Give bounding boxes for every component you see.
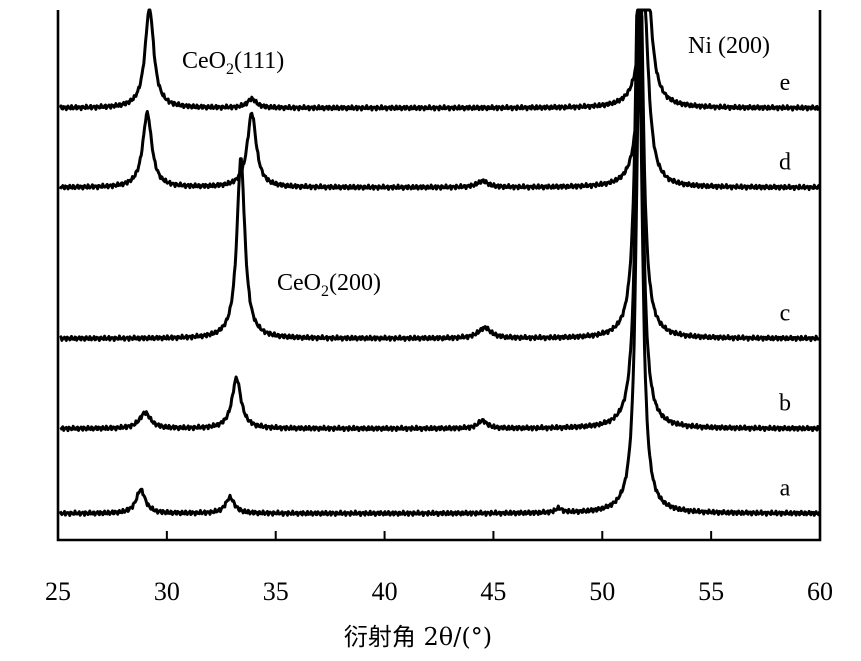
- x-tick-label: 45: [480, 577, 506, 606]
- x-tick-label: 40: [372, 577, 398, 606]
- series-line-d: [58, 8, 822, 192]
- series-line-e: [58, 8, 821, 112]
- series-label-c: c: [780, 301, 791, 327]
- x-tick-label: 55: [698, 577, 724, 606]
- series-label-a: a: [780, 476, 791, 502]
- series-label-b: b: [779, 391, 791, 417]
- x-tick-label: 60: [807, 577, 833, 606]
- axis-frame: [56, 10, 822, 542]
- peak-annotations: CeO2(111) CeO2(200) Ni (200): [182, 33, 770, 300]
- series-label-d: d: [779, 150, 791, 176]
- peak-annotation: Ni (200): [688, 33, 770, 59]
- series-line-a: [58, 44, 822, 517]
- x-tick-label: 50: [589, 577, 615, 606]
- x-tick-label: 30: [154, 577, 180, 606]
- axes: [56, 10, 822, 542]
- peak-annotation: CeO2(200): [277, 270, 381, 300]
- series-label-e: e: [780, 70, 791, 96]
- series-line-c: [59, 8, 821, 343]
- x-axis-label: 衍射角 2θ/(°): [344, 623, 492, 651]
- peak-annotation: CeO2(111): [182, 48, 284, 78]
- x-tick-label: 35: [263, 577, 289, 606]
- plot-area: a b c d e: [58, 8, 822, 517]
- x-tick-label: 25: [45, 577, 71, 606]
- series-line-b: [59, 8, 821, 433]
- x-ticks: 25 30 35 40 45 50 55 60: [45, 531, 833, 606]
